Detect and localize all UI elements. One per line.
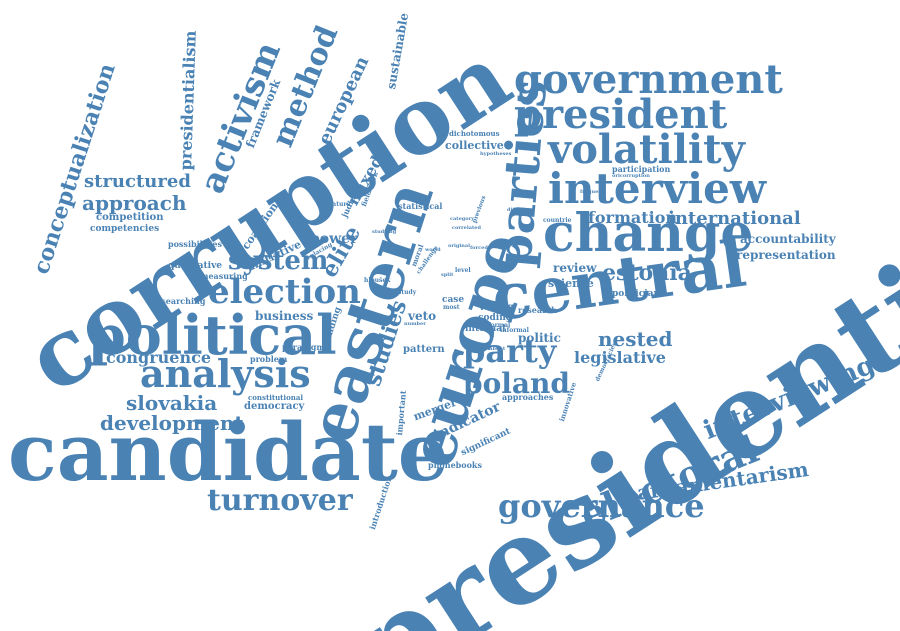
word-internal: internal: [465, 324, 506, 334]
word-participation: participation: [612, 164, 671, 174]
word-business: business: [255, 309, 314, 323]
word-hlousek: hloušek: [364, 277, 391, 284]
word-review: review: [553, 261, 597, 275]
word-original: original: [448, 243, 471, 249]
word-category: category: [450, 216, 475, 222]
word-formation: formation: [588, 208, 678, 227]
word-number: number: [404, 321, 426, 327]
word-veto: veto: [408, 309, 437, 323]
word-change: change: [543, 203, 754, 264]
word-statistical: statistical: [398, 201, 443, 211]
word-oricorruption: oricorruption: [612, 173, 650, 179]
word-problem: problem: [250, 354, 288, 364]
word-formal: formal: [488, 322, 511, 329]
word-phonebooks: phonebooks: [428, 460, 482, 470]
word-slovakia: slovakia: [126, 391, 218, 415]
word-congruence: congruence: [106, 348, 212, 367]
word-approach: approach: [82, 191, 187, 215]
word-diffusion: diffusion: [507, 207, 532, 213]
word-governance: governance: [498, 487, 705, 525]
word-democracy: democracy: [244, 401, 305, 412]
word-case: case: [442, 295, 465, 305]
word-poland: poland: [463, 367, 570, 400]
word-split: split: [441, 272, 454, 278]
word-nested: nested: [598, 327, 673, 351]
word-dichotomous: dichotomous: [449, 129, 500, 138]
word-interview: interview: [548, 164, 766, 213]
word-political: political: [88, 303, 337, 367]
word-accountability: accountability: [740, 232, 836, 246]
word-conceptualization: conceptualization: [28, 60, 121, 278]
word-collective: collective: [445, 139, 504, 152]
word-countrie: countrie: [543, 217, 572, 224]
word-pattern: pattern: [403, 344, 445, 355]
word-researching: researching: [152, 296, 206, 306]
word-structured: structured: [84, 171, 191, 192]
word-frequent: frequent: [580, 189, 605, 195]
word-forced: forced: [470, 245, 488, 251]
word-hypotheses: hypotheses: [480, 151, 512, 157]
word-representation: representation: [736, 248, 836, 262]
word-presidentialism: presidentialism: [176, 30, 200, 171]
word-possibilities: possibilities: [168, 239, 223, 249]
word-power: power: [310, 231, 358, 247]
word-measuring: measuring: [200, 271, 248, 281]
word-level: level: [455, 267, 471, 274]
word-analysis: analysis: [140, 351, 311, 396]
word-party: party: [463, 332, 557, 370]
word-system: system: [228, 246, 329, 276]
word-candidate: candidate: [8, 405, 449, 499]
word-volatility: volatility: [548, 126, 745, 173]
word-incumbent: incumbent: [475, 346, 506, 352]
word-research: research: [518, 305, 557, 315]
word-coding: coding: [478, 313, 513, 323]
word-president: president: [514, 91, 728, 138]
word-competition: competition: [96, 212, 164, 223]
word-literature: literature: [318, 201, 351, 208]
word-estonia: estonia: [602, 260, 692, 286]
word-most: most: [443, 304, 460, 311]
word-constitutional: constitutional: [248, 393, 304, 402]
word-science: science: [548, 277, 594, 290]
word-correlated: correlated: [452, 225, 481, 231]
word-turnover: turnover: [207, 483, 353, 518]
word-world: world: [425, 247, 441, 253]
word-development: development: [100, 411, 244, 435]
word-legislative: legislative: [574, 348, 666, 367]
word-qualitative: qualitative: [168, 261, 223, 271]
word-informal: informal: [500, 327, 529, 334]
word-politic: politic: [518, 331, 561, 345]
word-voting: voting: [479, 302, 515, 313]
word-data: data: [376, 286, 391, 293]
word-study: study: [398, 289, 417, 296]
word-paradigm: paradigm: [282, 342, 325, 352]
word-politician: politician: [612, 289, 660, 299]
word-election: election: [208, 272, 361, 312]
word-government: government: [514, 56, 783, 103]
word-previous: previous: [471, 194, 488, 225]
word-studying: studying: [372, 229, 397, 235]
word-international: international: [668, 208, 801, 229]
word-century: century: [478, 282, 500, 288]
word-approaches: approaches: [502, 392, 554, 402]
word-competencies: competencies: [90, 224, 160, 234]
